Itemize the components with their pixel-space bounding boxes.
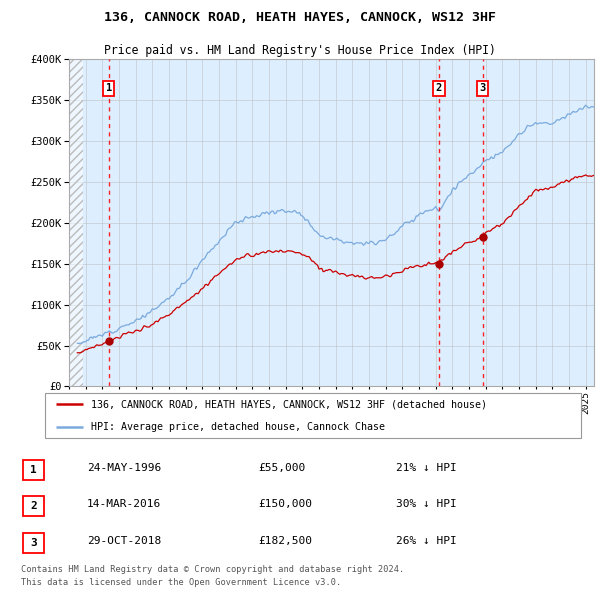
Text: £150,000: £150,000 — [258, 500, 312, 509]
Text: 24-MAY-1996: 24-MAY-1996 — [87, 463, 161, 473]
Text: £55,000: £55,000 — [258, 463, 305, 473]
Text: 3: 3 — [479, 83, 486, 93]
Text: 1: 1 — [106, 83, 112, 93]
FancyBboxPatch shape — [23, 533, 44, 553]
Text: 136, CANNOCK ROAD, HEATH HAYES, CANNOCK, WS12 3HF (detached house): 136, CANNOCK ROAD, HEATH HAYES, CANNOCK,… — [91, 399, 487, 409]
Text: 29-OCT-2018: 29-OCT-2018 — [87, 536, 161, 546]
Text: 26% ↓ HPI: 26% ↓ HPI — [396, 536, 457, 546]
Text: Contains HM Land Registry data © Crown copyright and database right 2024.: Contains HM Land Registry data © Crown c… — [21, 565, 404, 575]
Text: 2: 2 — [30, 502, 37, 511]
Bar — [69, 59, 83, 386]
Text: Price paid vs. HM Land Registry's House Price Index (HPI): Price paid vs. HM Land Registry's House … — [104, 44, 496, 57]
Text: £182,500: £182,500 — [258, 536, 312, 546]
Text: 1: 1 — [30, 465, 37, 474]
FancyBboxPatch shape — [23, 496, 44, 516]
Bar — [69, 59, 83, 386]
Text: 21% ↓ HPI: 21% ↓ HPI — [396, 463, 457, 473]
FancyBboxPatch shape — [23, 460, 44, 480]
Text: This data is licensed under the Open Government Licence v3.0.: This data is licensed under the Open Gov… — [21, 578, 341, 588]
FancyBboxPatch shape — [45, 393, 581, 438]
Text: 2: 2 — [436, 83, 442, 93]
Text: HPI: Average price, detached house, Cannock Chase: HPI: Average price, detached house, Cann… — [91, 422, 385, 432]
Text: 136, CANNOCK ROAD, HEATH HAYES, CANNOCK, WS12 3HF: 136, CANNOCK ROAD, HEATH HAYES, CANNOCK,… — [104, 11, 496, 24]
Text: 3: 3 — [30, 538, 37, 548]
Text: 30% ↓ HPI: 30% ↓ HPI — [396, 500, 457, 509]
Text: 14-MAR-2016: 14-MAR-2016 — [87, 500, 161, 509]
